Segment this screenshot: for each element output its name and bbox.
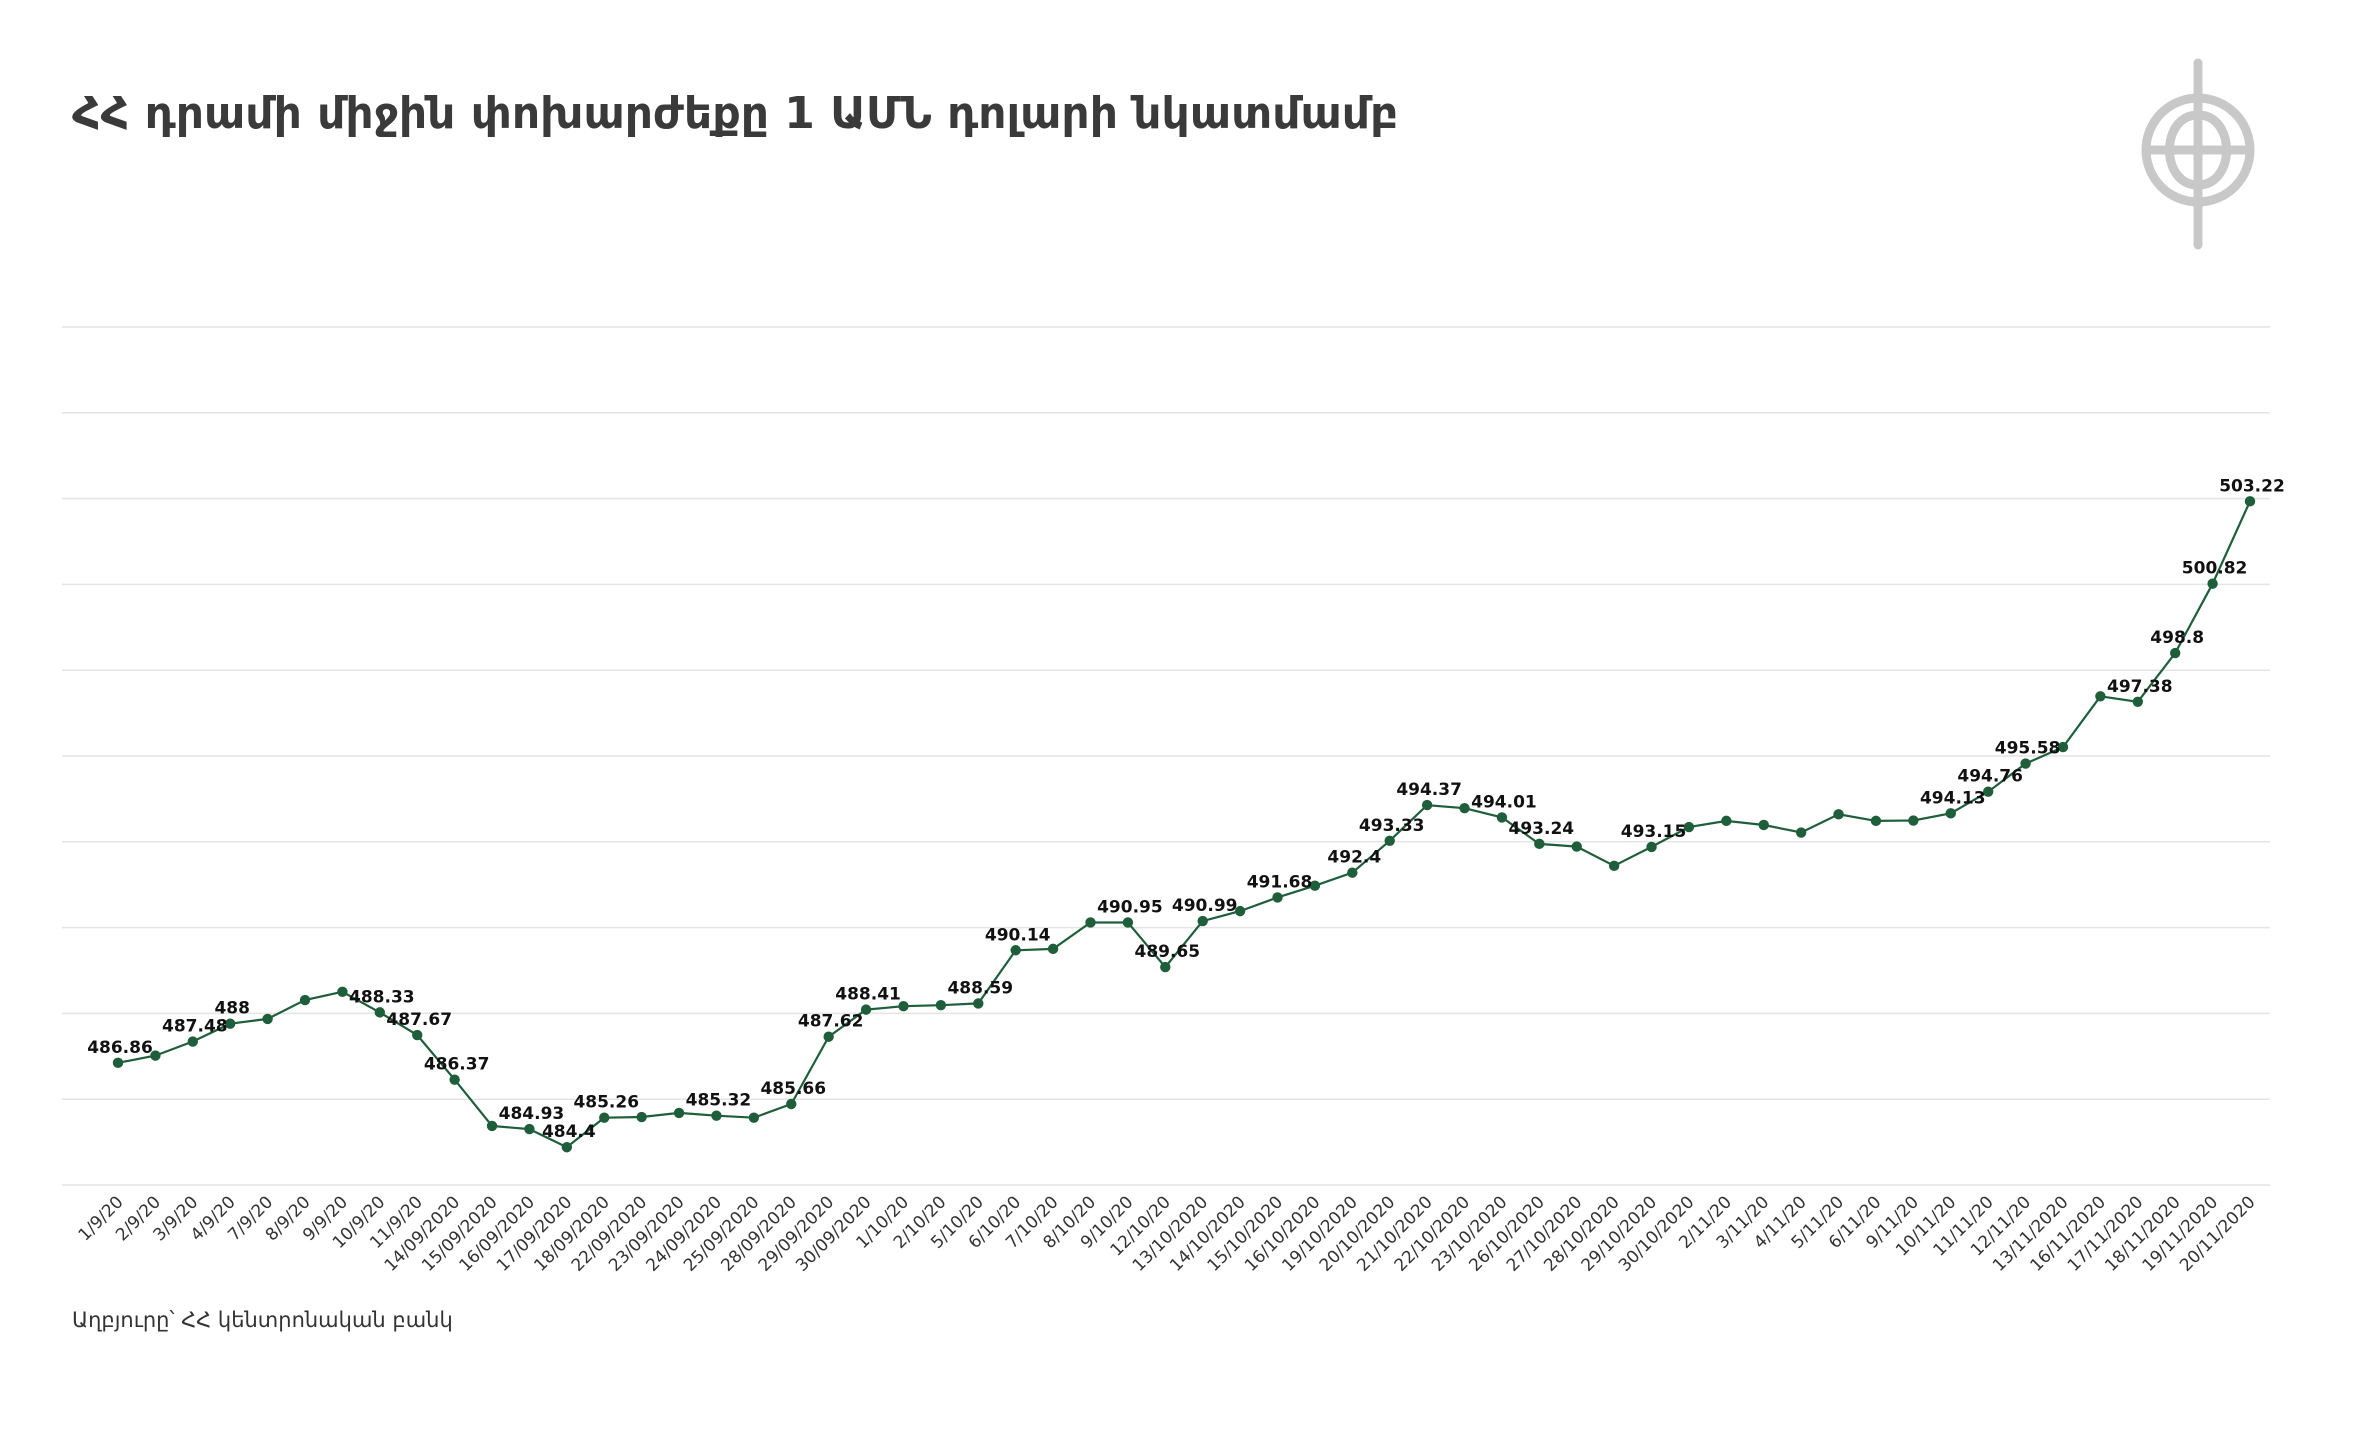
data-point xyxy=(1459,802,1470,814)
data-point xyxy=(112,1057,124,1069)
data-label: 486.86 xyxy=(87,1038,153,1058)
data-point xyxy=(561,1142,573,1153)
data-label: 494.13 xyxy=(1920,788,1986,808)
chart-title: ՀՀ դրամի միջին փոխարժեքը 1 ԱՄՆ դոլարի նկ… xyxy=(72,88,1399,139)
data-point xyxy=(1047,943,1059,955)
data-point xyxy=(711,1110,722,1121)
data-point xyxy=(1870,815,1882,827)
data-label: 492.4 xyxy=(1327,848,1381,868)
data-point xyxy=(2057,741,2069,753)
data-label: 498.8 xyxy=(2150,628,2204,648)
data-label: 488 xyxy=(214,999,250,1019)
data-label: 485.26 xyxy=(573,1093,639,1113)
data-point xyxy=(1347,867,1358,878)
data-label: 491.68 xyxy=(1247,872,1313,892)
data-point xyxy=(150,1050,161,1061)
data-point xyxy=(1010,945,1021,956)
data-point xyxy=(337,986,348,997)
data-label: 497.38 xyxy=(2107,677,2173,697)
data-point xyxy=(524,1123,535,1135)
data-point xyxy=(1646,841,1657,853)
data-point xyxy=(1309,880,1321,891)
data-point xyxy=(935,999,947,1011)
data-label: 487.67 xyxy=(386,1010,452,1030)
data-label: 487.48 xyxy=(162,1017,228,1037)
data-point xyxy=(860,1004,872,1015)
data-label: 488.41 xyxy=(835,985,901,1005)
data-point xyxy=(225,1018,236,1029)
data-label: 490.99 xyxy=(1172,896,1238,916)
data-label: 490.95 xyxy=(1097,897,1163,917)
data-label: 484.93 xyxy=(499,1104,565,1124)
data-point xyxy=(1272,892,1283,903)
x-axis-ticks: 1/9/202/9/203/9/204/9/207/9/208/9/209/9/… xyxy=(75,1192,2260,1275)
data-point xyxy=(299,994,311,1006)
circular-monogram-logo-icon xyxy=(2141,58,2255,250)
data-label: 503.22 xyxy=(2219,476,2285,496)
data-point xyxy=(1197,915,1208,927)
data-point xyxy=(1160,961,1171,973)
data-point xyxy=(636,1111,647,1123)
data-point xyxy=(486,1120,498,1132)
data-label: 500.82 xyxy=(2182,559,2248,579)
data-label: 495.58 xyxy=(1995,739,2061,759)
data-point xyxy=(1683,821,1695,833)
data-point xyxy=(748,1112,760,1123)
data-point xyxy=(1571,841,1582,852)
data-point xyxy=(449,1074,460,1085)
series-line xyxy=(117,500,2252,1149)
data-label: 493.24 xyxy=(1509,819,1575,839)
data-label: 494.76 xyxy=(1957,767,2023,787)
data-point xyxy=(823,1031,834,1042)
data-point xyxy=(2095,691,2106,702)
data-point xyxy=(2020,758,2031,769)
data-label: 486.37 xyxy=(424,1055,490,1075)
data-point xyxy=(1085,917,1096,928)
data-point xyxy=(786,1098,797,1110)
data-point xyxy=(2169,647,2181,659)
data-point xyxy=(1421,799,1433,811)
data-point xyxy=(1908,815,1919,826)
data-label: 485.32 xyxy=(686,1091,752,1111)
data-point xyxy=(1496,812,1508,823)
data-point xyxy=(1945,808,1956,819)
data-points xyxy=(112,496,2256,1153)
data-point xyxy=(2132,696,2143,707)
data-point xyxy=(1721,815,1732,827)
data-point xyxy=(262,1013,273,1025)
data-label: 494.37 xyxy=(1396,780,1462,800)
data-label: 487.62 xyxy=(798,1012,864,1032)
data-point xyxy=(1534,838,1545,850)
gridlines xyxy=(62,326,2270,1186)
data-label: 484.4 xyxy=(542,1122,596,1142)
data-label: 485.66 xyxy=(760,1079,826,1099)
data-label: 489.65 xyxy=(1134,942,1200,962)
data-point xyxy=(1234,905,1246,917)
data-labels: 486.86487.48488488.33487.67486.37484.934… xyxy=(87,476,2285,1142)
data-point xyxy=(898,1000,909,1012)
data-label: 490.14 xyxy=(985,925,1051,945)
data-point xyxy=(1608,860,1620,872)
data-label: 493.33 xyxy=(1359,816,1425,836)
data-point xyxy=(1122,917,1134,928)
data-label: 488.59 xyxy=(947,978,1013,998)
data-label: 494.01 xyxy=(1471,792,1537,812)
data-label: 488.33 xyxy=(349,987,415,1007)
data-point xyxy=(1758,819,1769,831)
data-point xyxy=(2207,578,2218,589)
data-point xyxy=(673,1107,685,1119)
data-point xyxy=(374,1007,386,1018)
data-point xyxy=(1833,809,1844,820)
data-label: 493.15 xyxy=(1621,822,1687,842)
data-point xyxy=(412,1029,423,1041)
data-point xyxy=(973,998,984,1009)
data-point xyxy=(1384,835,1395,846)
data-point xyxy=(599,1112,610,1123)
source-note: Աղբյուրը՝ ՀՀ կենտրոնական բանկ xyxy=(72,1308,453,1332)
data-point xyxy=(1982,786,1994,797)
data-point xyxy=(2244,496,2256,507)
data-point xyxy=(187,1036,199,1047)
data-point xyxy=(1795,827,1807,838)
